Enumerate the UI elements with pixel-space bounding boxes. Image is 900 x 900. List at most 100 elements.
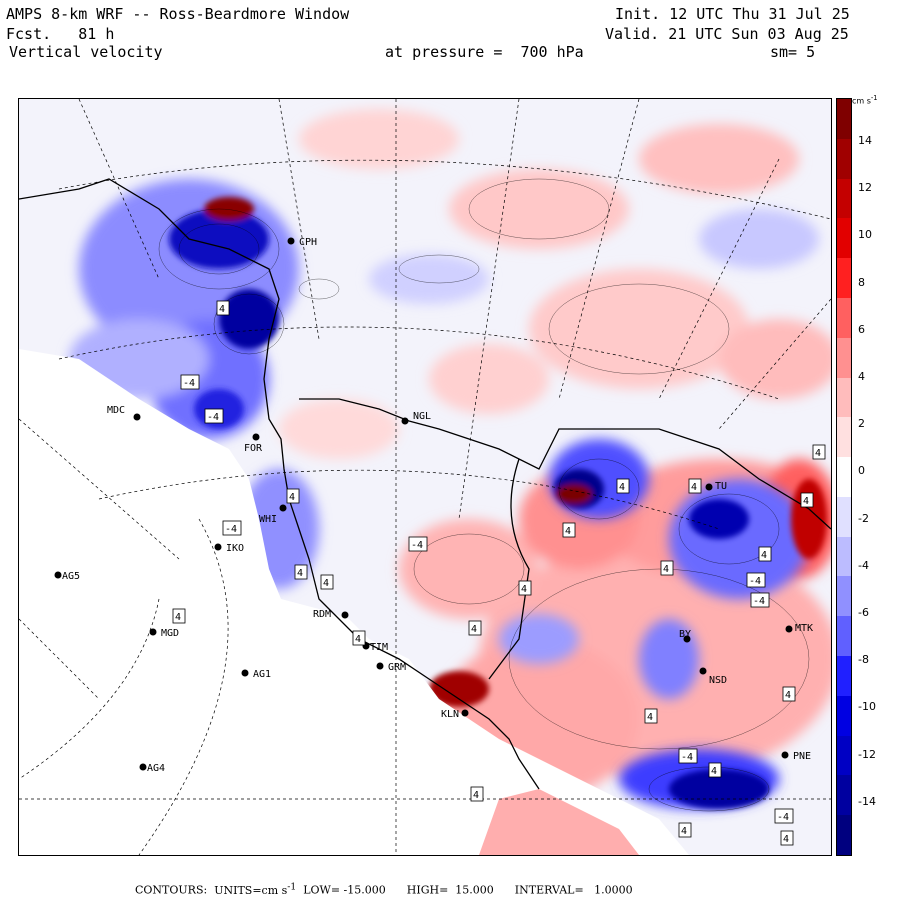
contour-label: 4	[711, 766, 717, 777]
contour-label-box	[616, 478, 630, 494]
colorbar-segment	[837, 775, 851, 816]
station-dot	[241, 669, 249, 677]
contour-label: 4	[761, 550, 767, 561]
contour-label-layer: 4 -4 -4 -4 4 -4 4 4 4 4 4 4 4 4 4 4 -4 4 -4 4 4 -4 4 -4 4 4 4 4 4	[172, 300, 826, 846]
high-value: HIGH= 15.000	[406, 883, 494, 897]
station-dot	[341, 611, 349, 619]
colorbar-label: -4	[858, 558, 869, 572]
station-dot	[376, 662, 384, 670]
station-dot	[781, 751, 789, 759]
station-label-ag4: AG4	[147, 763, 165, 774]
units-label: UNITS=cm s-1	[214, 881, 297, 897]
station-label-mtk: MTK	[795, 623, 813, 634]
colorbar-segment	[837, 178, 851, 219]
contour-label: -4	[749, 576, 761, 587]
station-dot	[401, 417, 409, 425]
colorbar	[836, 98, 852, 856]
colorbar-label: 14	[858, 134, 872, 147]
colorbar-label: 8	[858, 275, 865, 289]
coastline	[19, 178, 831, 790]
masked-terrain	[19, 349, 689, 855]
init-time: Init. 12 UTC Thu 31 Jul 25	[615, 5, 850, 23]
contour-label: 4	[565, 526, 571, 537]
station-dot	[149, 628, 157, 636]
contour-label: 4	[471, 624, 477, 635]
contour-label-box	[746, 572, 766, 588]
contour-label: 4	[289, 492, 295, 503]
station-label-iko: IKO	[226, 543, 244, 554]
contour-label-box	[708, 762, 722, 778]
colorbar-segment	[837, 417, 851, 458]
contour-label-box	[294, 564, 308, 580]
pressure-level: at pressure = 700 hPa	[385, 43, 584, 61]
contour-label: -4	[753, 596, 765, 607]
contour-label: 4	[783, 834, 789, 845]
contour-label: 4	[355, 634, 361, 645]
contour-label-box	[688, 478, 702, 494]
colorbar-label: 10	[858, 228, 872, 242]
contour-label: 4	[175, 612, 181, 623]
colorbar-label: 6	[858, 322, 865, 336]
station-label-ag1: AG1	[253, 669, 271, 680]
colorbar-label: -6	[858, 606, 869, 619]
colorbar-segment	[837, 377, 851, 418]
station-dot	[54, 571, 62, 579]
colorbar-segment	[837, 337, 851, 379]
contour-info: CONTOURS: UNITS=cm s-1 LOW= -15.000 HIGH…	[135, 881, 633, 897]
low-value: LOW= -15.000	[303, 883, 386, 897]
station-dot	[279, 504, 287, 512]
station-dot	[133, 413, 141, 421]
colorbar-segment	[837, 218, 851, 259]
contour-label-box	[562, 522, 576, 538]
colorbar-unit: cm s-1	[852, 94, 878, 106]
station-dot	[252, 433, 260, 441]
station-label-mgd: MGD	[161, 628, 179, 639]
colorbar-segment	[837, 616, 851, 657]
colorbar-segment	[837, 457, 851, 498]
forecast-hour: Fcst. 81 h	[6, 25, 115, 43]
station-dot	[287, 237, 295, 245]
velocity-map: CPH MDC FOR NGL WHI IKO AG5 MGD RDM TIM GRM AG1 KLN A…	[18, 98, 832, 856]
strong-cores	[169, 197, 827, 809]
contour-label-box	[644, 708, 658, 724]
contour-label: -4	[777, 812, 789, 823]
colorbar-segment	[837, 496, 851, 538]
contour-label-box	[750, 592, 770, 608]
colorbar-segment	[837, 656, 851, 697]
station-dot	[705, 483, 713, 491]
contour-label-box	[204, 408, 224, 424]
station-label-by: BY	[679, 629, 691, 640]
contour-label-box	[800, 492, 814, 508]
station-label-ngl: NGL	[413, 411, 431, 422]
valid-time: Valid. 21 UTC Sun 03 Aug 25	[605, 25, 849, 43]
station-label-grm: GRM	[388, 662, 406, 673]
contour-label-box	[222, 520, 242, 536]
station-label-whi: WHI	[259, 514, 277, 525]
contour-label-box	[812, 444, 826, 460]
contour-label: 4	[803, 496, 809, 507]
contour-label-box	[468, 620, 482, 636]
contour-label: -4	[225, 524, 237, 535]
colorbar-label: 12	[858, 181, 872, 195]
contour-label: 4	[619, 482, 625, 493]
contour-label-box	[470, 786, 484, 802]
interval-value: INTERVAL= 1.0000	[514, 883, 633, 897]
colorbar-segment	[837, 815, 851, 856]
contour-label: 4	[691, 482, 697, 493]
contour-label-box	[172, 608, 186, 624]
smoothing: sm= 5	[770, 43, 816, 61]
contour-label-box	[758, 546, 772, 562]
station-dot	[683, 635, 691, 643]
contour-label-box	[782, 686, 796, 702]
contour-label: 4	[473, 790, 479, 801]
colorbar-label: -10	[858, 700, 876, 714]
contour-label-box	[780, 830, 794, 846]
contour-label: -4	[411, 540, 423, 551]
station-dot	[699, 667, 707, 675]
station-label-tim: TIM	[370, 642, 388, 653]
colorbar-label: -8	[858, 653, 869, 667]
contour-label-box	[408, 536, 428, 552]
contour-label: 4	[663, 564, 669, 575]
colorbar-label: 0	[858, 464, 865, 478]
